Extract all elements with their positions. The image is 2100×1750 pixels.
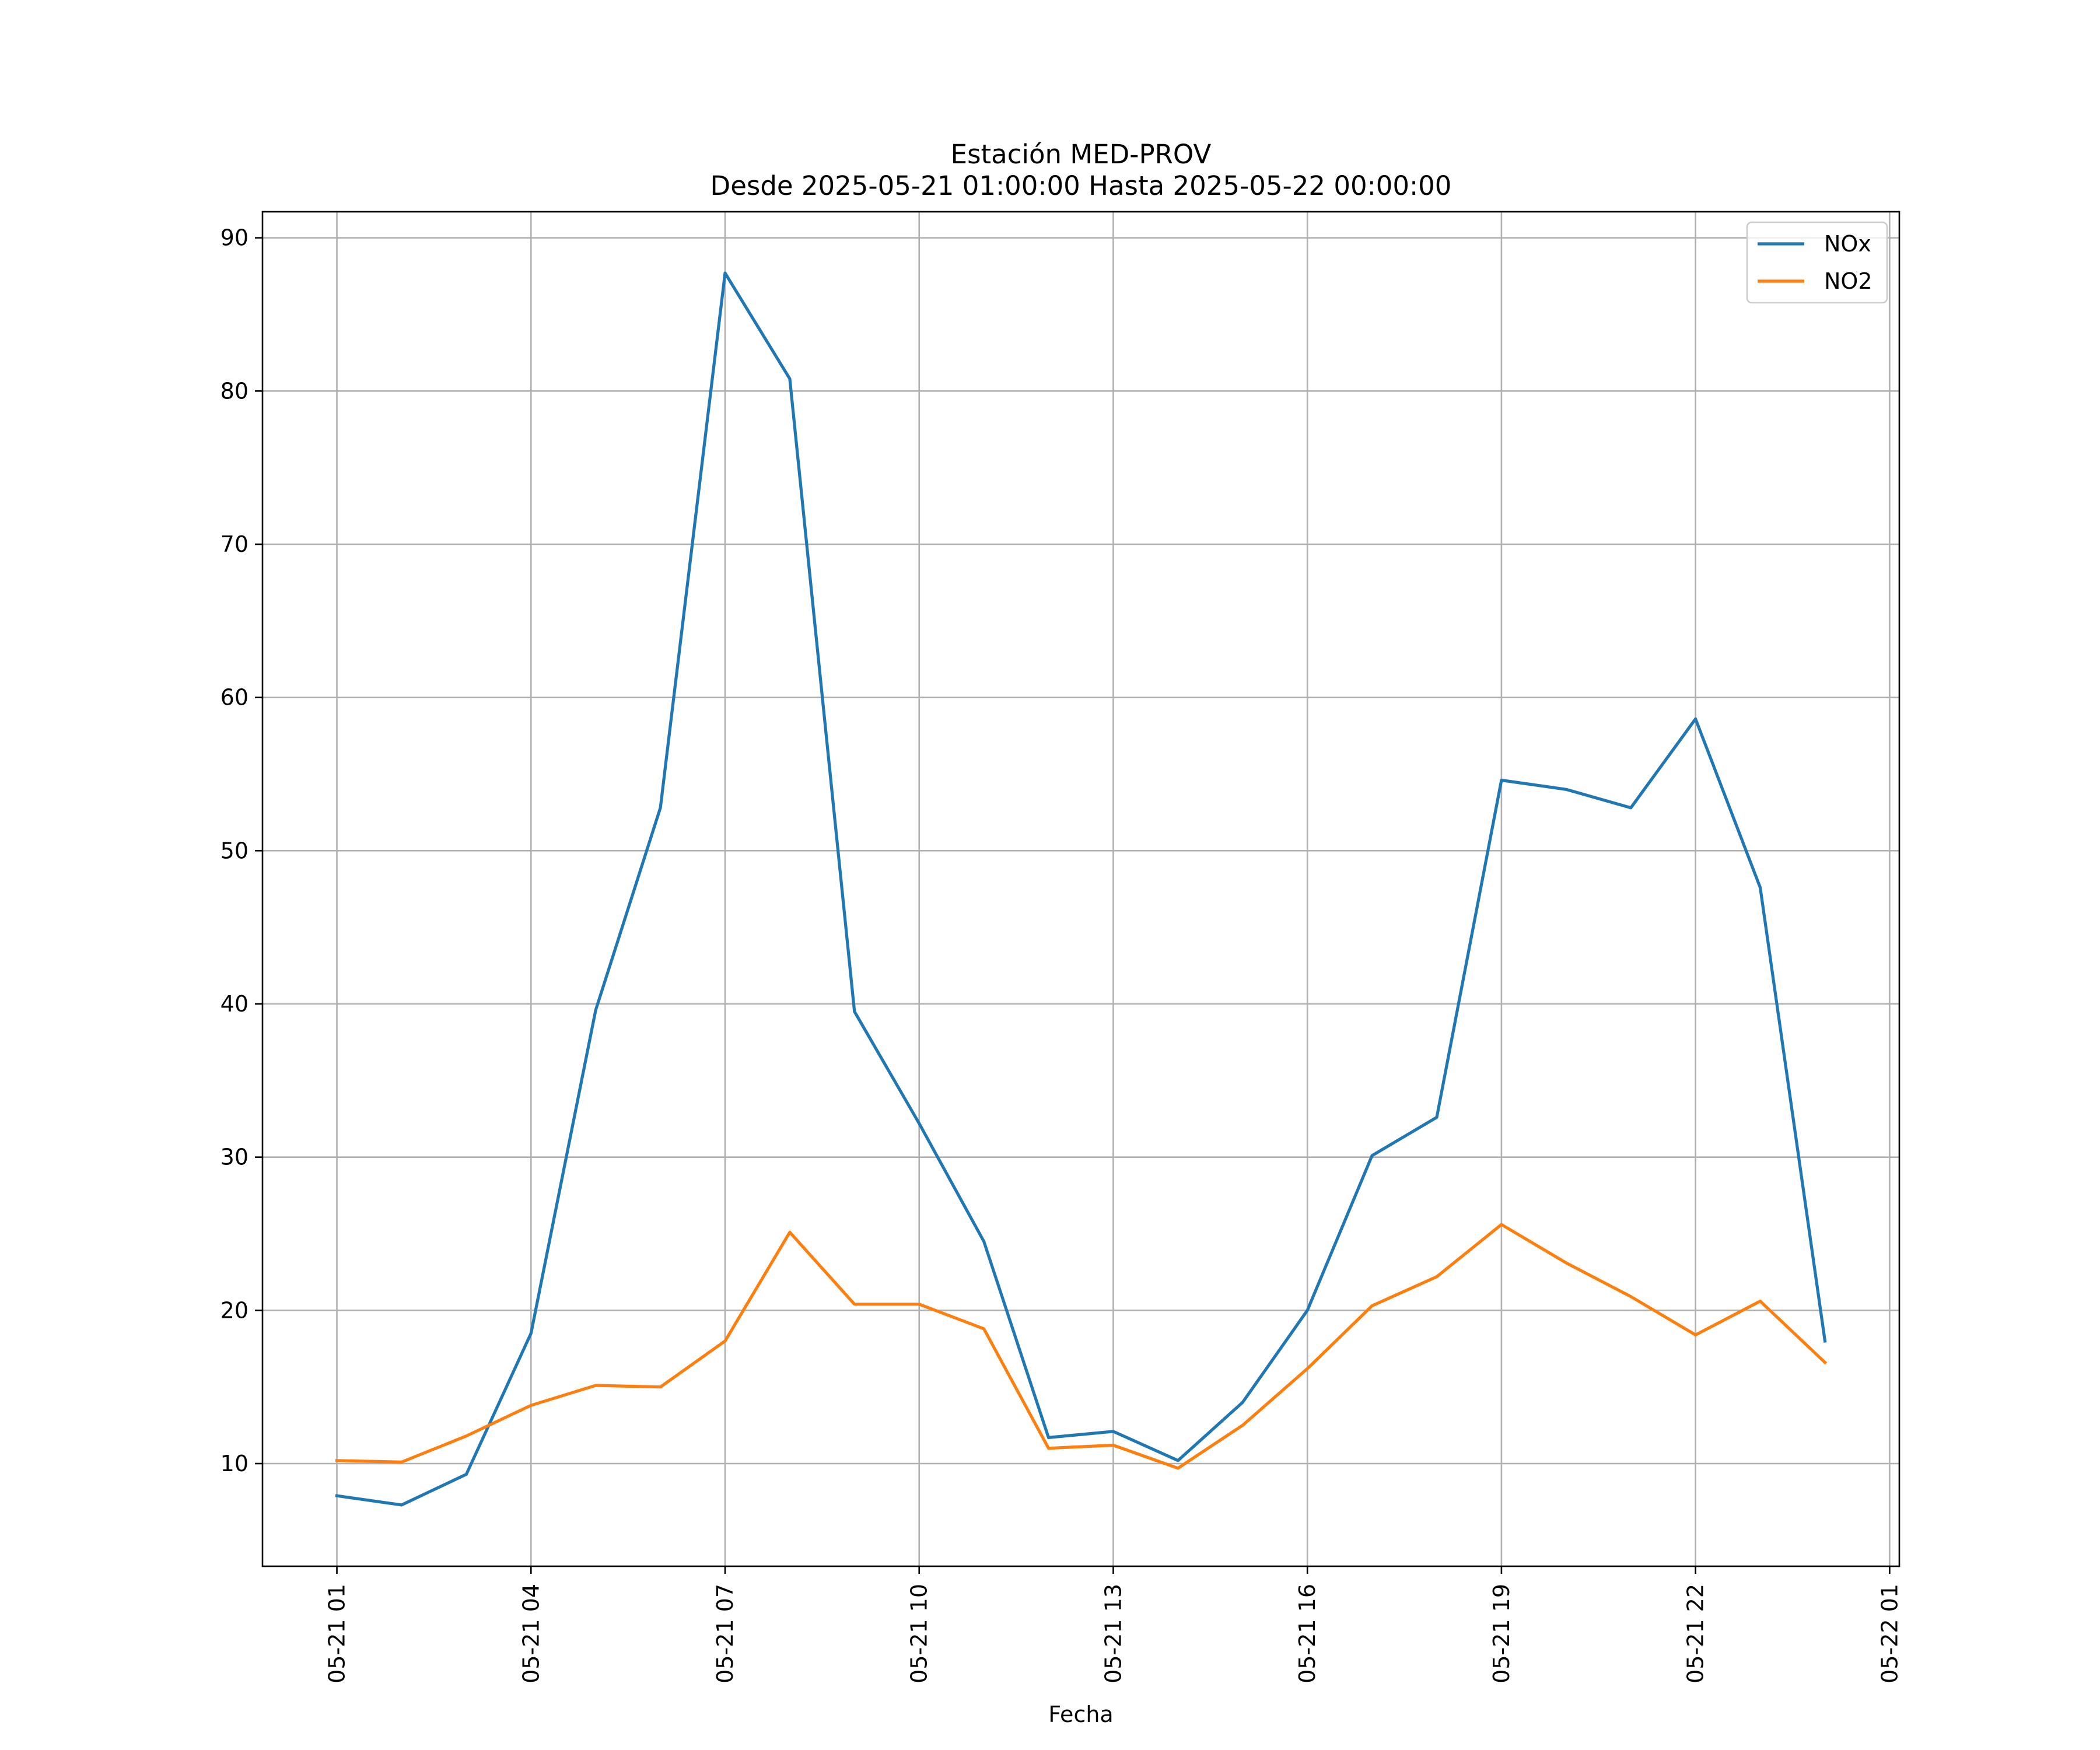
x-tick-label: 05-21 07 — [712, 1584, 738, 1684]
x-tick-label: 05-21 13 — [1100, 1584, 1126, 1684]
x-tick-label: 05-21 01 — [324, 1584, 350, 1684]
y-tick-label: 90 — [220, 225, 249, 251]
x-tick-label: 05-21 04 — [518, 1584, 544, 1684]
legend-label-no2: NO2 — [1824, 268, 1873, 294]
y-axis: 10 20 30 40 50 60 70 80 90 — [220, 225, 262, 1476]
y-tick-label: 10 — [220, 1451, 249, 1476]
y-tick-label: 80 — [220, 378, 249, 404]
x-tick-label: 05-21 19 — [1489, 1584, 1514, 1684]
y-tick-label: 40 — [220, 991, 249, 1017]
x-tick-label: 05-22 01 — [1877, 1584, 1902, 1684]
plot-frame — [261, 211, 1901, 1567]
series-line-nox — [335, 271, 1827, 1507]
y-tick-label: 30 — [220, 1144, 249, 1170]
y-tick-label: 60 — [220, 685, 249, 710]
y-tick-label: 50 — [220, 838, 249, 863]
series-lines — [335, 271, 1828, 1507]
x-axis-label: Fecha — [1048, 1702, 1113, 1727]
chart-title: Estación MED-PROV — [951, 139, 1212, 170]
legend-label-nox: NOx — [1824, 231, 1871, 257]
series-line-no2 — [335, 1223, 1828, 1470]
x-tick-label: 05-21 16 — [1294, 1584, 1320, 1684]
x-tick-label: 05-21 10 — [907, 1584, 932, 1684]
legend: NOx NO2 — [1746, 221, 1888, 304]
x-tick-label: 05-21 22 — [1683, 1584, 1709, 1684]
y-tick-label: 20 — [220, 1297, 249, 1323]
grid — [262, 212, 1899, 1566]
chart-subtitle: Desde 2025-05-21 01:00:00 Hasta 2025-05-… — [710, 170, 1452, 201]
x-axis: 05-21 01 05-21 04 05-21 07 05-21 10 05-21 13… — [324, 1566, 1902, 1684]
y-tick-label: 70 — [220, 531, 249, 557]
